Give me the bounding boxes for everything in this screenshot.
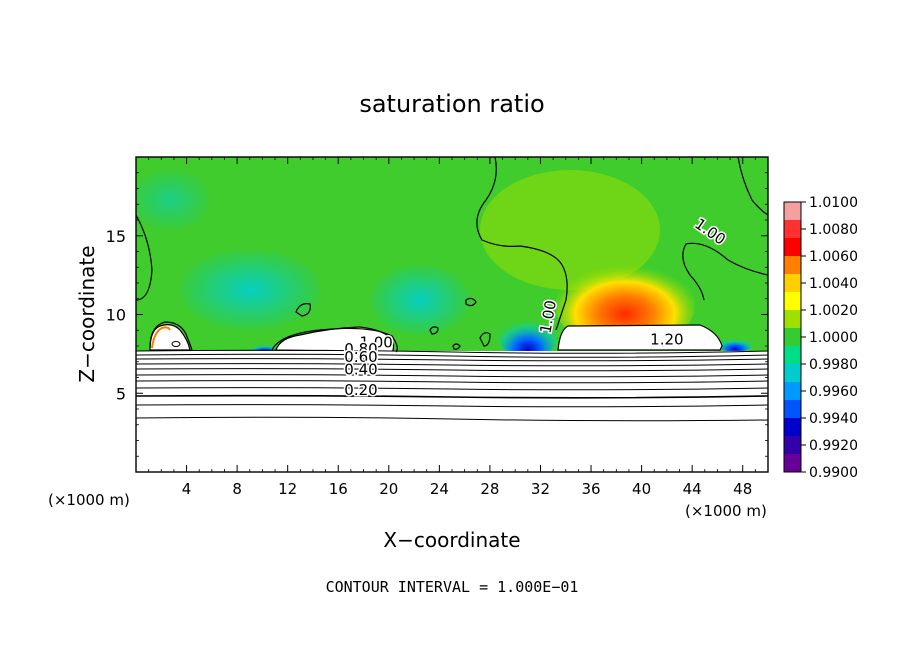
colorbar-label: 0.9960 bbox=[809, 384, 858, 400]
cool-patch-1 bbox=[180, 250, 320, 330]
x-tick-label: 12 bbox=[278, 480, 297, 498]
x-tick-label: 24 bbox=[430, 480, 449, 498]
x-axis-label: X−coordinate bbox=[383, 528, 520, 552]
stratified-contours bbox=[136, 349, 768, 422]
colorbar-label: 1.0060 bbox=[809, 249, 858, 265]
x-unit-right: (×1000 m) bbox=[685, 502, 767, 520]
orange-rim-left bbox=[151, 326, 171, 349]
y-tick-label: 10 bbox=[106, 306, 126, 325]
y-axis-ticks: 5 10 15 bbox=[106, 172, 768, 457]
small-white-left bbox=[171, 341, 181, 347]
cool-patch-3 bbox=[136, 170, 210, 230]
colorbar-label: 0.9900 bbox=[809, 465, 858, 481]
contour-interval-note: CONTOUR INTERVAL = 1.000E−01 bbox=[326, 578, 579, 596]
colorbar-swatch bbox=[784, 292, 801, 311]
colorbar-swatch bbox=[784, 202, 801, 221]
colorbar-label: 0.9920 bbox=[809, 438, 858, 454]
unity-contours bbox=[136, 157, 768, 353]
blue-pocket-1 bbox=[498, 311, 558, 359]
blue-pocket-2 bbox=[717, 336, 753, 352]
colorbar-swatch bbox=[784, 274, 801, 293]
x-tick-label: 40 bbox=[632, 480, 651, 498]
colorbar-label: 1.0080 bbox=[809, 222, 858, 238]
x-tick-label: 4 bbox=[182, 480, 192, 498]
colorbar: 1.0100 1.0080 1.0060 1.0040 1.0020 1.0000 0.99… bbox=[783, 195, 858, 481]
colorbar-swatch bbox=[784, 418, 801, 437]
x-unit-left: (×1000 m) bbox=[48, 491, 130, 509]
colorbar-label: 1.0000 bbox=[809, 330, 858, 346]
cloud-region-right bbox=[557, 324, 723, 351]
y-tick-label: 5 bbox=[116, 384, 126, 403]
x-tick-label: 8 bbox=[232, 480, 242, 498]
x-tick-label: 16 bbox=[329, 480, 348, 498]
lower-layer bbox=[136, 351, 768, 472]
contour-label: 1.00 bbox=[359, 334, 392, 352]
colorbar-swatch bbox=[784, 256, 801, 275]
x-tick-label: 48 bbox=[733, 480, 752, 498]
colorbar-label: 1.0100 bbox=[809, 195, 858, 211]
colorbar-swatch bbox=[784, 220, 801, 239]
contour-label: 0.40 bbox=[344, 360, 377, 378]
colorbar-label: 1.0020 bbox=[809, 303, 858, 319]
x-tick-label: 44 bbox=[683, 480, 702, 498]
contour-label: 0.20 bbox=[344, 381, 377, 399]
colorbar-label: 0.9940 bbox=[809, 411, 858, 427]
x-tick-label: 20 bbox=[379, 480, 398, 498]
colorbar-swatch bbox=[784, 346, 801, 365]
colorbar-swatch bbox=[784, 400, 801, 419]
colorbar-swatch bbox=[784, 382, 801, 401]
colorbar-label: 0.9980 bbox=[809, 357, 858, 373]
heatmap-field bbox=[136, 157, 768, 472]
colorbar-swatch bbox=[784, 436, 801, 455]
colorbar-swatch bbox=[784, 454, 801, 473]
colorbar-swatch bbox=[784, 328, 801, 347]
y-tick-label: 15 bbox=[106, 227, 126, 246]
cool-patch-2 bbox=[370, 265, 470, 335]
x-tick-label: 32 bbox=[531, 480, 550, 498]
warm-patch-upper bbox=[480, 170, 660, 290]
contour-label: 0.60 bbox=[344, 348, 377, 366]
colorbar-swatch bbox=[784, 238, 801, 257]
x-axis-ticks: 4 8 12 16 20 24 28 32 36 40 44 48 bbox=[148, 157, 756, 498]
x-tick-label: 36 bbox=[581, 480, 600, 498]
chart-title: saturation ratio bbox=[359, 90, 544, 118]
x-tick-label: 28 bbox=[480, 480, 499, 498]
contour-label: 1.20 bbox=[650, 330, 683, 348]
y-axis-label: Z−coordinate bbox=[75, 245, 99, 382]
colorbar-swatch bbox=[784, 364, 801, 383]
colorbar-label: 1.0040 bbox=[809, 276, 858, 292]
contour-label: 0.80 bbox=[344, 340, 377, 358]
colorbar-swatch bbox=[784, 310, 801, 329]
cloud-region-mid bbox=[275, 326, 395, 353]
